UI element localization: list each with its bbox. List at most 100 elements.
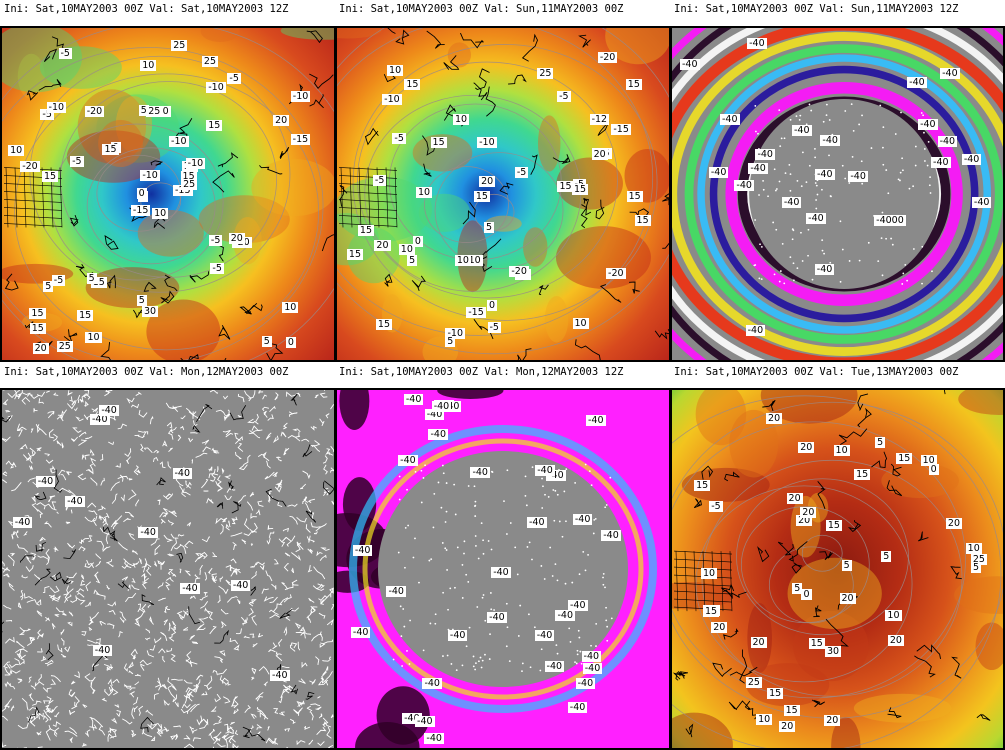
contour-value-label: 15 bbox=[694, 480, 711, 492]
contour-value-label: -40 bbox=[568, 599, 588, 611]
contour-value-label: -40 bbox=[734, 180, 754, 192]
contour-value-label: 0 bbox=[928, 463, 939, 475]
contour-value-label: -40 bbox=[350, 627, 371, 639]
contour-value-label: 25 bbox=[201, 56, 218, 68]
contour-value-label: -40 bbox=[601, 529, 621, 541]
contour-value-label: 10 bbox=[454, 254, 471, 266]
contour-value-label: -40 bbox=[352, 544, 373, 556]
contour-value-label: 15 bbox=[626, 191, 643, 203]
contour-value-label: -40 bbox=[90, 413, 110, 425]
contour-value-label: -40 bbox=[99, 405, 119, 417]
contour-value-label: 15 bbox=[404, 78, 421, 90]
contour-value-label: -40 bbox=[745, 325, 766, 337]
contour-value-label: -40 bbox=[907, 77, 927, 89]
contour-value-label: 20 bbox=[711, 622, 728, 634]
contour-value-label: -40 bbox=[526, 517, 547, 529]
contour-value-label: -40 bbox=[747, 37, 767, 49]
contour-value-label: 15 bbox=[41, 171, 59, 183]
contour-value-label: 15 bbox=[180, 170, 197, 182]
panel-title-1: Ini: Sat,10MAY2003 00Z Val: Sat,10MAY200… bbox=[4, 3, 289, 15]
contour-value-label: 20 bbox=[273, 115, 290, 127]
contour-value-label: 5 bbox=[86, 272, 97, 284]
contour-value-label: -10 bbox=[290, 91, 311, 103]
contour-value-label: -40 bbox=[402, 712, 422, 724]
contour-value-label: 20 bbox=[796, 514, 813, 526]
contour-value-label: -40 bbox=[398, 454, 418, 466]
contour-value-label: -10 bbox=[206, 81, 226, 93]
contour-value-label: -40 bbox=[65, 496, 85, 508]
contour-value-label: -40 bbox=[544, 660, 565, 672]
contour-value-label: 10 bbox=[415, 186, 433, 198]
contour-value-label: 20 bbox=[750, 636, 767, 648]
contour-value-label: 10 bbox=[282, 302, 299, 314]
contour-value-label: 5 bbox=[792, 582, 803, 594]
contour-value-label: 10 bbox=[85, 332, 102, 344]
contour-value-label: -40 bbox=[270, 669, 290, 681]
contour-value-label: -5 bbox=[487, 322, 501, 334]
contour-value-label: 0 bbox=[136, 187, 147, 199]
contour-value-label: 25 bbox=[181, 179, 198, 191]
panel-title-3: Ini: Sat,10MAY2003 00Z Val: Sun,11MAY200… bbox=[674, 3, 959, 15]
contour-value-label: -40 bbox=[491, 566, 511, 578]
panel-title-2: Ini: Sat,10MAY2003 00Z Val: Sun,11MAY200… bbox=[339, 3, 624, 15]
contour-value-label: -40 bbox=[971, 196, 992, 208]
contour-value-label: -15 bbox=[290, 134, 311, 146]
contour-value-label: -40 bbox=[428, 429, 449, 441]
contour-value-label: 20 bbox=[779, 720, 796, 732]
contour-value-label: -40 bbox=[555, 609, 576, 621]
contour-value-label: -40 bbox=[572, 513, 593, 525]
contour-value-label: 15 bbox=[571, 183, 589, 195]
contour-value-label: -40 bbox=[708, 166, 729, 178]
contour-value-label: -40 bbox=[918, 118, 938, 130]
contour-value-label: 5 bbox=[970, 562, 982, 574]
contour-value-label: 10 bbox=[885, 610, 902, 622]
contour-value-label: -5 bbox=[210, 263, 224, 275]
contour-value-label: -15 bbox=[130, 204, 151, 216]
map-panel-5: -40 -40 -40 -40 -40 -40 -40 -40 -40 -40 -40 -40 -40-… bbox=[335, 388, 671, 750]
contour-value-label: 10 bbox=[387, 65, 404, 77]
contour-value-label: -20 bbox=[84, 106, 105, 118]
contour-value-label: 15 bbox=[77, 309, 94, 321]
contour-value-label: -5 bbox=[58, 47, 72, 59]
contour-value-label: -5 bbox=[709, 500, 723, 512]
contour-value-label: 20 bbox=[800, 507, 817, 519]
contour-value-label: -40 bbox=[815, 169, 835, 181]
contour-value-label: 20 bbox=[824, 714, 841, 726]
contour-value-label: -10 bbox=[445, 328, 465, 340]
contour-value-label: -40 bbox=[424, 732, 444, 744]
contour-value-label: -10 bbox=[169, 135, 189, 147]
map-panel-6: 50-5101015151015202015102020152530202020… bbox=[670, 388, 1005, 750]
contour-value-label: -40 bbox=[172, 467, 193, 479]
contour-value-label: 20 bbox=[591, 149, 608, 161]
contour-value-label: -40 bbox=[535, 464, 555, 476]
contour-value-label: 5 bbox=[136, 295, 147, 307]
contour-value-label: -15 bbox=[172, 184, 193, 196]
contour-value-label: 30 bbox=[141, 305, 159, 317]
contour-value-label: 15 bbox=[102, 144, 119, 156]
contour-value-label: -10 bbox=[140, 169, 160, 181]
contour-value-label: 20 bbox=[786, 492, 803, 504]
contour-value-label: 5 bbox=[841, 560, 852, 572]
contour-value-label: 20 bbox=[228, 233, 245, 245]
contour-value-label: -40 bbox=[940, 68, 960, 80]
contour-value-label: 15 bbox=[357, 225, 375, 237]
contour-value-label: 25 bbox=[146, 106, 163, 118]
contour-value-label: -40 bbox=[679, 58, 700, 70]
contour-value-label: -40 bbox=[814, 263, 835, 275]
map-panel-2: 1510-550101510-1015515-10-15151515-10-5-… bbox=[335, 26, 671, 362]
contour-value-label: -5 bbox=[208, 235, 223, 247]
contour-value-label: -5 bbox=[227, 73, 241, 85]
contour-value-label: 5 bbox=[483, 222, 494, 234]
contour-value-label: -40 bbox=[431, 400, 452, 412]
contour-value-label: 25 bbox=[171, 39, 188, 51]
contour-value-label: -40 bbox=[424, 409, 445, 421]
contour-value-label: -10 bbox=[382, 94, 402, 106]
contour-value-label: -5 bbox=[392, 133, 406, 145]
contour-value-label: -40 bbox=[961, 153, 982, 165]
contour-value-label: 15 bbox=[854, 468, 871, 480]
contour-value-label: -5 bbox=[70, 155, 84, 167]
contour-value-label: 15 bbox=[767, 688, 784, 700]
map-panel-3: -40 -40 -40 -40 -40 -40 -40 -40 -40 -40 -40 -40 -40-… bbox=[670, 26, 1005, 362]
contour-value-label: 0 bbox=[487, 299, 498, 311]
contour-value-label: 10 bbox=[140, 60, 157, 72]
